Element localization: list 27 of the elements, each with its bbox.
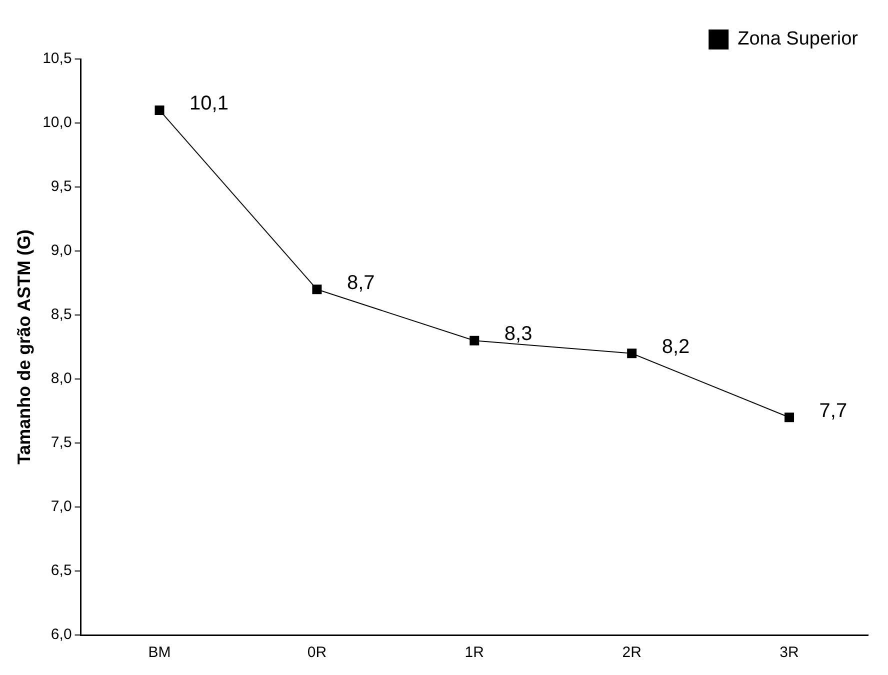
data-label: 10,1 [190,92,228,115]
x-tick-label: 0R [307,644,327,662]
y-tick-label: 6,0 [50,626,72,644]
y-tick-label: 8,0 [50,370,72,388]
data-label: 8,7 [346,272,375,294]
x-tick-label: 1R [464,644,484,662]
y-tick-label: 8,5 [50,306,72,324]
x-tick-label: 3R [780,644,800,662]
y-tick-label: 6,5 [50,562,72,580]
y-tick-label: 7,5 [50,434,72,452]
x-tick-label: BM [148,644,171,662]
point [154,105,164,115]
x-tick-label: 2R [622,644,642,662]
point [470,336,480,346]
data-label: 8,2 [662,336,690,358]
y-tick-label: 9,5 [50,178,72,196]
y-tick-label: 9,0 [50,242,72,260]
legend-label: Zona Superior [738,28,859,50]
y-tick-label: 10,0 [42,114,72,132]
point [784,412,794,422]
data-label: 8,3 [504,323,532,346]
data-label: 7,7 [819,400,848,422]
point [627,348,637,358]
y-tick-label: 7,0 [50,498,72,516]
y-axis-title: Tamanho de grão ASTM (G) [14,229,34,465]
point [312,284,322,294]
y-tick-label: 10,5 [42,50,72,68]
